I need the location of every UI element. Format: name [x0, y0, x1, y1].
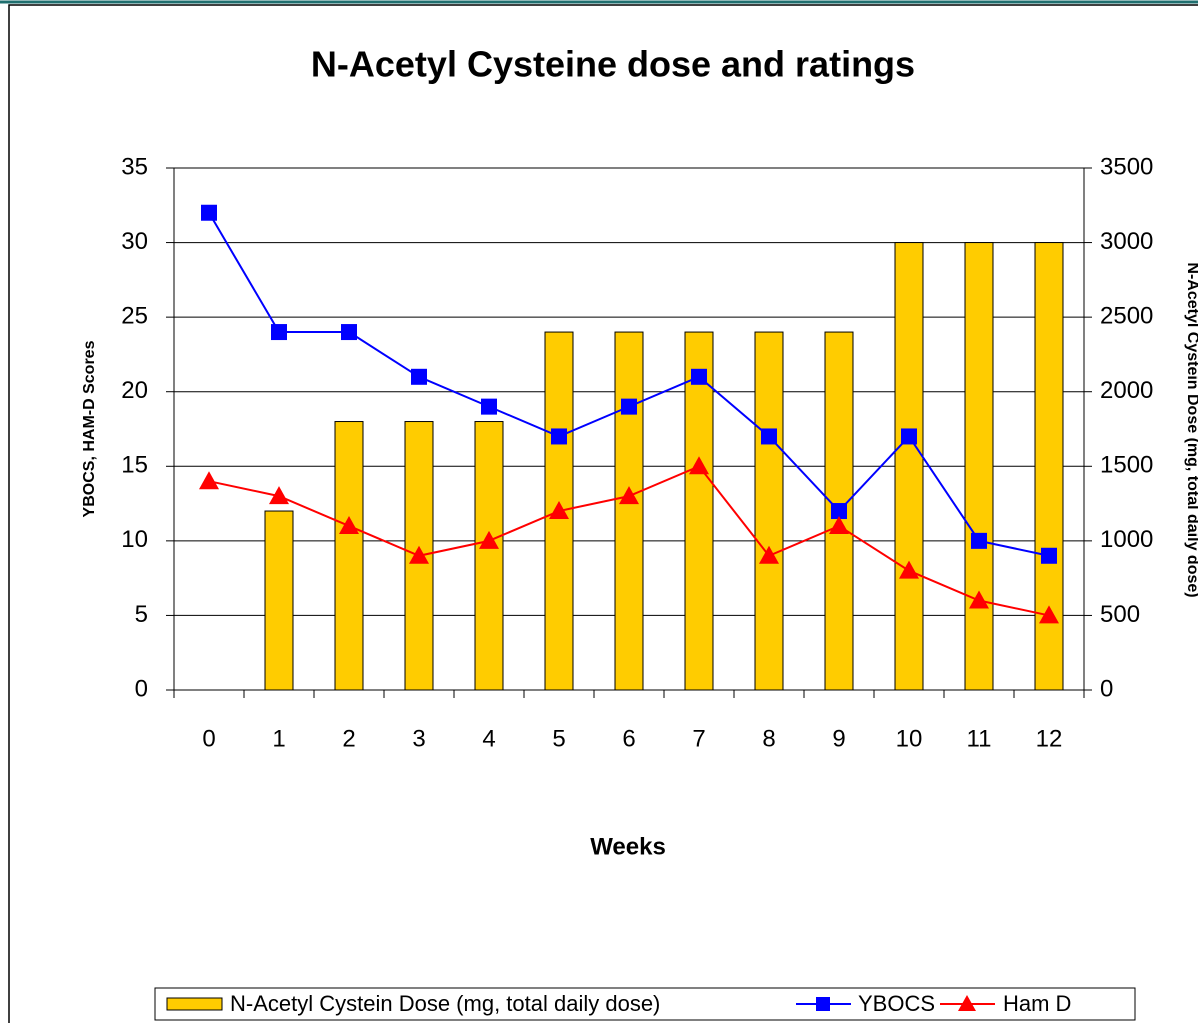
bar — [964, 242, 994, 691]
x-tick-label: 11 — [967, 725, 992, 752]
y2-tick-label: 2000 — [1100, 377, 1153, 404]
y2-tick-label: 0 — [1100, 675, 1113, 702]
bar — [264, 510, 294, 691]
bar — [754, 331, 784, 691]
x-tick-label: 1 — [272, 725, 285, 752]
marker — [829, 515, 849, 534]
legend-marker — [958, 995, 976, 1011]
marker — [1039, 605, 1059, 624]
x-tick-label: 6 — [622, 725, 635, 752]
chart-frame — [8, 4, 1198, 1023]
y2-tick-label: 3000 — [1100, 228, 1153, 255]
x-tick-label: 8 — [762, 725, 775, 752]
bar — [474, 421, 504, 691]
marker — [549, 501, 569, 520]
bar — [614, 331, 644, 691]
marker — [201, 204, 217, 221]
y2-tick-label: 1500 — [1100, 452, 1153, 479]
x-tick-label: 4 — [482, 725, 495, 752]
marker — [1041, 547, 1057, 564]
marker — [199, 471, 219, 490]
x-axis-label: Weeks — [590, 833, 666, 860]
y-tick-label: 35 — [121, 153, 148, 180]
marker — [759, 545, 779, 564]
chart-title: N-Acetyl Cysteine dose and ratings — [311, 44, 915, 85]
bar — [684, 331, 714, 691]
y-tick-label: 30 — [121, 228, 148, 255]
y-tick-label: 15 — [121, 452, 148, 479]
marker — [761, 428, 777, 445]
marker — [619, 486, 639, 505]
x-tick-label: 9 — [832, 725, 845, 752]
legend-marker — [816, 997, 830, 1011]
marker — [481, 398, 497, 415]
x-tick-label: 2 — [342, 725, 355, 752]
marker — [269, 486, 289, 505]
y2-tick-label: 2500 — [1100, 302, 1153, 329]
x-tick-label: 12 — [1036, 725, 1063, 752]
marker — [969, 590, 989, 609]
marker — [271, 324, 287, 341]
marker — [551, 428, 567, 445]
marker — [621, 398, 637, 415]
legend-swatch — [166, 997, 223, 1011]
legend-label: Ham D — [1003, 991, 1071, 1016]
y2-tick-label: 3500 — [1100, 153, 1153, 180]
marker — [339, 515, 359, 534]
marker — [901, 428, 917, 445]
x-tick-label: 10 — [896, 725, 923, 752]
y-tick-label: 10 — [121, 526, 148, 553]
legend-label: N-Acetyl Cystein Dose (mg, total daily d… — [230, 991, 660, 1016]
x-tick-label: 3 — [412, 725, 425, 752]
marker — [971, 532, 987, 549]
marker — [691, 368, 707, 385]
marker — [899, 560, 919, 579]
x-tick-label: 5 — [552, 725, 565, 752]
x-tick-label: 0 — [202, 725, 215, 752]
marker — [411, 368, 427, 385]
marker — [341, 324, 357, 341]
marker — [831, 503, 847, 520]
y-axis-label: YBOCS, HAM-D Scores — [81, 340, 98, 517]
legend-label: YBOCS — [858, 991, 935, 1016]
marker — [409, 545, 429, 564]
y2-axis-label: N-Acetyl Cystein Dose (mg, total daily d… — [1184, 262, 1198, 597]
marker — [689, 456, 709, 475]
bar — [334, 421, 364, 691]
marker — [479, 530, 499, 549]
bar — [894, 242, 924, 691]
y-tick-label: 0 — [135, 675, 148, 702]
y-tick-label: 25 — [121, 302, 148, 329]
y2-tick-label: 500 — [1100, 601, 1140, 628]
y-tick-label: 20 — [121, 377, 148, 404]
y-tick-label: 5 — [135, 601, 148, 628]
y2-tick-label: 1000 — [1100, 526, 1153, 553]
x-tick-label: 7 — [692, 725, 705, 752]
